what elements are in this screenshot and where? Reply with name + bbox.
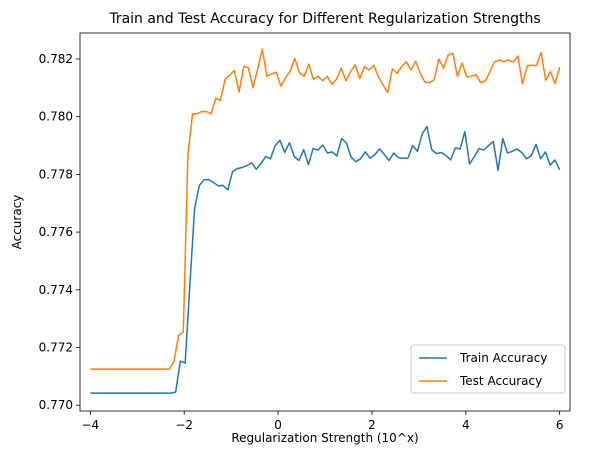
x-axis-label: Regularization Strength (10^x) xyxy=(231,431,418,445)
y-tick-label: 0.772 xyxy=(39,341,73,355)
y-tick-label: 0.780 xyxy=(39,110,73,124)
y-tick-label: 0.770 xyxy=(39,398,73,412)
y-tick-label: 0.776 xyxy=(39,225,73,239)
legend-box xyxy=(410,344,566,394)
plot-frame xyxy=(79,32,571,412)
chart-title: Train and Test Accuracy for Different Re… xyxy=(108,11,540,27)
x-tick-label: −4 xyxy=(81,418,99,432)
legend-label-test: Test Accuracy xyxy=(459,374,542,388)
x-tick-label: 0 xyxy=(274,418,282,432)
legend: Train Accuracy Test Accuracy xyxy=(410,344,566,394)
test-accuracy-line xyxy=(90,48,561,370)
x-tick-label: 2 xyxy=(368,418,376,432)
y-tick-label: 0.782 xyxy=(39,52,73,66)
y-axis: 0.770 0.772 0.774 0.776 0.778 0.780 0.782 xyxy=(39,52,80,412)
x-tick-label: −2 xyxy=(175,418,193,432)
y-tick-label: 0.774 xyxy=(39,283,73,297)
x-tick-label: 6 xyxy=(556,418,564,432)
x-axis: −4 −2 0 2 4 6 xyxy=(81,411,563,432)
y-tick-label: 0.778 xyxy=(39,167,73,181)
x-tick-label: 4 xyxy=(462,418,470,432)
series-layer xyxy=(90,48,561,394)
y-axis-label: Accuracy xyxy=(10,195,24,250)
train-accuracy-line xyxy=(90,125,561,394)
legend-label-train: Train Accuracy xyxy=(459,351,547,365)
